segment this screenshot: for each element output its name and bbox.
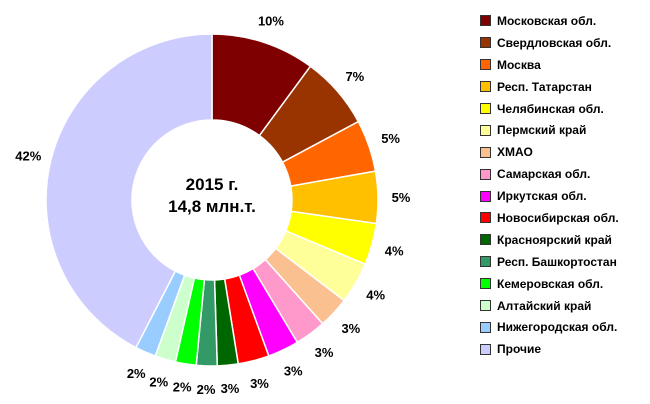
legend-label: Прочие [497, 342, 542, 357]
percent-label: 4% [385, 243, 404, 258]
legend-label: Москва [497, 57, 541, 72]
legend-swatch [480, 212, 491, 224]
percent-labels: 10%7%5%5%4%4%3%3%3%3%3%2%2%2%2%42% [15, 13, 410, 396]
percent-label: 2% [149, 374, 168, 389]
legend-swatch [480, 81, 491, 93]
legend-swatch [480, 256, 491, 268]
legend-swatch [480, 37, 491, 49]
legend-label: Свердловская обл. [497, 35, 612, 50]
legend-label: Кемеровская обл. [497, 276, 604, 291]
percent-label: 42% [15, 148, 41, 163]
legend-item: Красноярский край [480, 229, 650, 251]
legend-label: Алтайский край [497, 298, 592, 313]
legend-swatch [480, 59, 491, 71]
percent-label: 4% [366, 288, 385, 303]
legend-item: Алтайский край [480, 295, 650, 317]
legend-item: Москва [480, 54, 650, 76]
legend-item: Свердловская обл. [480, 32, 650, 54]
legend-label: Московская обл. [497, 13, 597, 28]
legend-swatch [480, 15, 491, 27]
legend-item: Иркутская обл. [480, 185, 650, 207]
legend-item: Нижегородская обл. [480, 316, 650, 338]
percent-label: 3% [315, 345, 334, 360]
legend-item: Респ. Башкортостан [480, 251, 650, 273]
legend-item: ХМАО [480, 141, 650, 163]
donut-slices [45, 33, 379, 367]
legend-swatch [480, 168, 491, 180]
legend-label: Самарская обл. [497, 167, 591, 182]
legend-item: Самарская обл. [480, 163, 650, 185]
percent-label: 2% [173, 380, 192, 395]
center-label-year: 2015 г. [186, 175, 239, 194]
percent-label: 2% [127, 366, 146, 381]
legend-swatch [480, 300, 491, 312]
legend-swatch [480, 124, 491, 136]
legend-label: Иркутская обл. [497, 189, 587, 204]
percent-label: 5% [392, 190, 411, 205]
percent-label: 5% [381, 131, 400, 146]
legend-label: Нижегородская обл. [497, 320, 618, 335]
chart-legend: Московская обл. Свердловская обл. Москва Ре… [480, 10, 650, 360]
legend-label: Челябинская обл. [497, 101, 604, 116]
legend-label: Респ. Башкортостан [497, 254, 617, 269]
legend-label: Красноярский край [497, 232, 612, 247]
legend-item: Челябинская обл. [480, 98, 650, 120]
percent-label: 2% [197, 382, 216, 397]
percent-label: 3% [250, 376, 269, 391]
legend-label: Новосибирская обл. [497, 210, 619, 225]
percent-label: 7% [345, 69, 364, 84]
center-label-total: 14,8 млн.т. [168, 197, 256, 216]
legend-item: Московская обл. [480, 10, 650, 32]
legend-label: Пермский край [497, 123, 587, 138]
legend-label: ХМАО [497, 145, 533, 160]
legend-swatch [480, 190, 491, 202]
legend-item: Прочие [480, 338, 650, 360]
legend-swatch [480, 343, 491, 355]
donut-chart: 10%7%5%5%4%4%3%3%3%3%3%2%2%2%2%42% 2015 … [15, 13, 410, 396]
legend-item: Пермский край [480, 119, 650, 141]
percent-label: 3% [341, 321, 360, 336]
legend-item: Респ. Татарстан [480, 76, 650, 98]
donut-slice [45, 33, 213, 349]
legend-swatch [480, 278, 491, 290]
percent-label: 3% [221, 381, 240, 396]
legend-swatch [480, 103, 491, 114]
legend-swatch [480, 146, 491, 158]
percent-label: 3% [284, 364, 303, 379]
legend-swatch [480, 321, 491, 333]
legend-swatch [480, 234, 491, 246]
legend-item: Кемеровская обл. [480, 273, 650, 295]
percent-label: 10% [258, 13, 284, 28]
legend-label: Респ. Татарстан [497, 79, 592, 94]
legend-item: Новосибирская обл. [480, 207, 650, 229]
